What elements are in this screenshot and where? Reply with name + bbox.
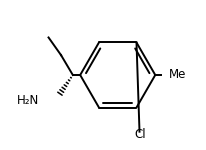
Text: Cl: Cl: [135, 128, 146, 141]
Text: Me: Me: [169, 69, 186, 81]
Text: H₂N: H₂N: [17, 94, 39, 107]
